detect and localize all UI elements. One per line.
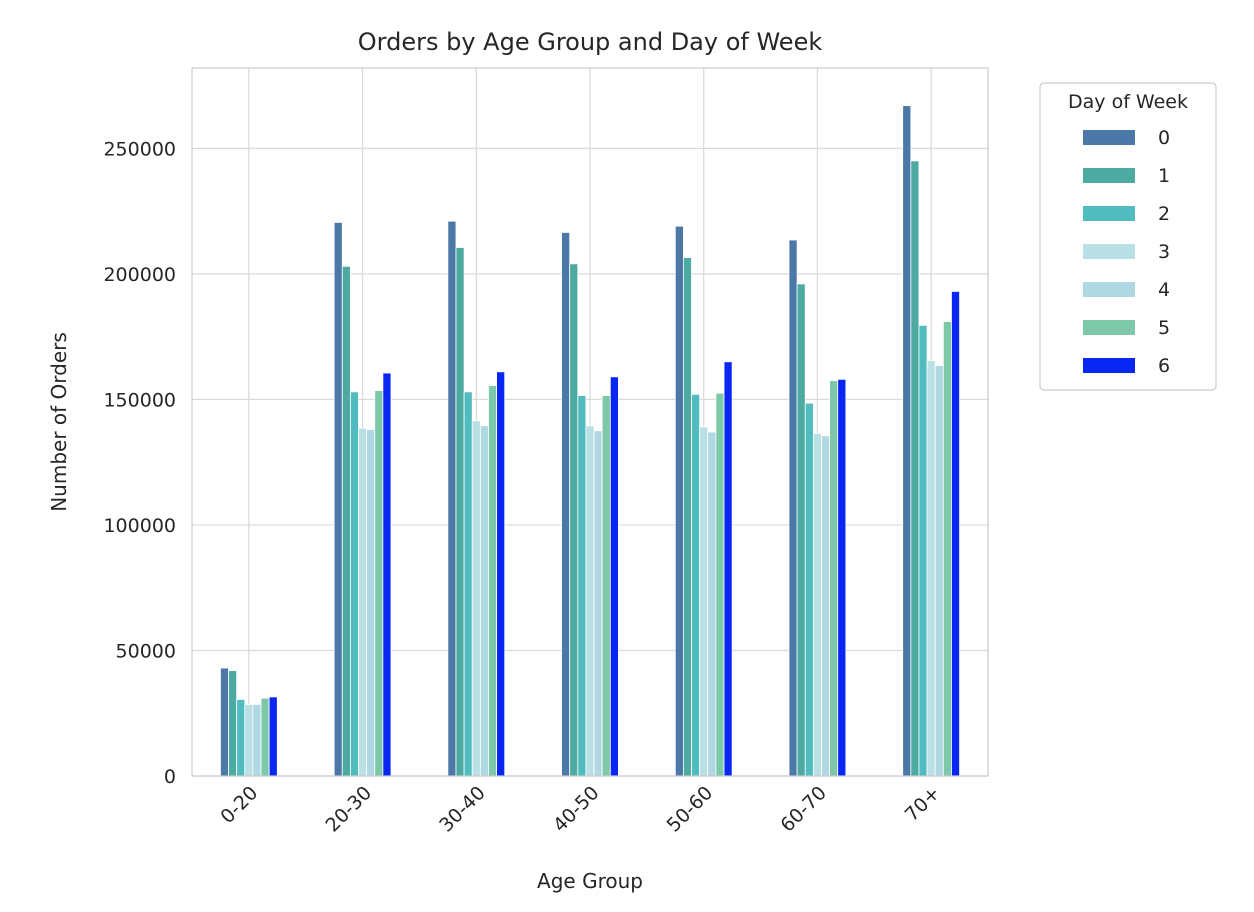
bar-30-40-day-2: [463, 391, 473, 777]
legend-label-3: 3: [1158, 241, 1170, 263]
x-axis-label: Age Group: [537, 869, 643, 893]
bar-0-20-day-5: [260, 697, 270, 777]
bar-70+-day-3: [926, 360, 936, 777]
bar-50-60-day-6: [723, 361, 733, 777]
bar-70+-day-6: [951, 291, 960, 777]
y-tick-label: 200000: [103, 264, 176, 286]
legend-swatch-0: [1083, 130, 1135, 145]
bar-30-40-day-5: [488, 385, 497, 777]
bar-70+-day-5: [942, 321, 952, 777]
bar-40-50-day-2: [577, 395, 587, 777]
bar-20-30-day-4: [366, 429, 376, 777]
bar-0-20-day-0: [220, 667, 229, 777]
x-tick-label: 60-70: [776, 782, 831, 837]
x-tick-label: 50-60: [663, 782, 718, 837]
bar-70+-day-2: [918, 324, 928, 777]
bar-0-20-day-6: [268, 696, 278, 777]
y-axis-label: Number of Orders: [47, 332, 71, 512]
legend-label-4: 4: [1158, 279, 1170, 301]
bar-30-40-day-1: [455, 247, 465, 777]
bar-0-20-day-1: [228, 670, 238, 777]
legend-label-1: 1: [1158, 165, 1170, 187]
bar-20-30-day-1: [341, 265, 351, 777]
bar-40-50-day-5: [601, 395, 611, 777]
legend-swatch-4: [1083, 282, 1135, 297]
bar-0-20-day-3: [244, 704, 254, 777]
bar-40-50-day-3: [585, 425, 595, 777]
bar-60-70-day-1: [796, 283, 806, 777]
y-tick-labels: 0 50000 100000 150000 200000 250000: [103, 138, 176, 788]
bar-20-30-day-2: [349, 391, 359, 777]
legend-label-0: 0: [1158, 127, 1170, 149]
legend-swatch-2: [1083, 206, 1135, 221]
legend-label-2: 2: [1158, 203, 1170, 225]
bar-50-60-day-1: [683, 257, 692, 777]
bar-70+-day-4: [934, 365, 944, 777]
bars: [220, 105, 960, 777]
bar-20-30-day-0: [333, 222, 343, 777]
bar-70+-day-1: [910, 160, 920, 777]
x-tick-labels: 0-20 20-30 30-40 40-50 50-60 60-70 70+: [216, 782, 944, 837]
bar-40-50-day-1: [569, 263, 579, 777]
bar-60-70-day-3: [812, 432, 822, 777]
y-tick-label: 100000: [103, 515, 176, 537]
bar-50-60-day-3: [699, 426, 709, 777]
bar-40-50-day-0: [561, 232, 571, 777]
y-tick-label: 50000: [116, 640, 176, 662]
x-tick-label: 70+: [901, 782, 945, 826]
chart-title: Orders by Age Group and Day of Week: [358, 28, 823, 56]
bar-40-50-day-6: [609, 376, 619, 777]
bar-40-50-day-4: [593, 430, 603, 777]
bar-30-40-day-0: [447, 220, 457, 777]
legend-swatch-5: [1083, 320, 1135, 335]
y-tick-label: 250000: [103, 138, 176, 160]
bar-50-60-day-2: [691, 393, 701, 777]
plot-frame: [191, 67, 989, 777]
legend-title: Day of Week: [1068, 91, 1188, 113]
bar-20-30-day-5: [374, 390, 384, 777]
bar-20-30-day-6: [382, 372, 392, 777]
legend-swatch-1: [1083, 168, 1135, 183]
legend: Day of Week 0 1 2 3 4 5 6: [1039, 82, 1217, 391]
x-tick-label: 0-20: [216, 782, 262, 828]
x-tick-label: 40-50: [549, 782, 604, 837]
bar-60-70-day-0: [788, 239, 798, 777]
legend-swatch-6: [1083, 358, 1135, 373]
bar-20-30-day-3: [358, 427, 368, 777]
bar-60-70-day-5: [829, 380, 839, 777]
bar-50-60-day-4: [707, 431, 717, 777]
y-tick-label: 0: [164, 766, 176, 788]
bar-30-40-day-4: [479, 425, 489, 777]
x-tick-label: 20-30: [322, 782, 377, 837]
legend-box: [1039, 82, 1217, 391]
bar-30-40-day-3: [471, 420, 481, 777]
bar-0-20-day-2: [236, 699, 246, 777]
bar-0-20-day-4: [252, 704, 262, 777]
bar-60-70-day-6: [837, 378, 847, 777]
y-tick-label: 150000: [103, 389, 176, 411]
bar-30-40-day-6: [496, 371, 506, 777]
bar-60-70-day-2: [804, 402, 814, 777]
bar-50-60-day-5: [715, 392, 725, 777]
x-tick-label: 30-40: [435, 782, 490, 837]
legend-label-5: 5: [1158, 317, 1170, 339]
bar-50-60-day-0: [674, 225, 684, 777]
bar-70+-day-0: [902, 105, 912, 777]
legend-swatch-3: [1083, 244, 1135, 259]
legend-label-6: 6: [1158, 355, 1170, 377]
bar-60-70-day-4: [821, 435, 831, 777]
